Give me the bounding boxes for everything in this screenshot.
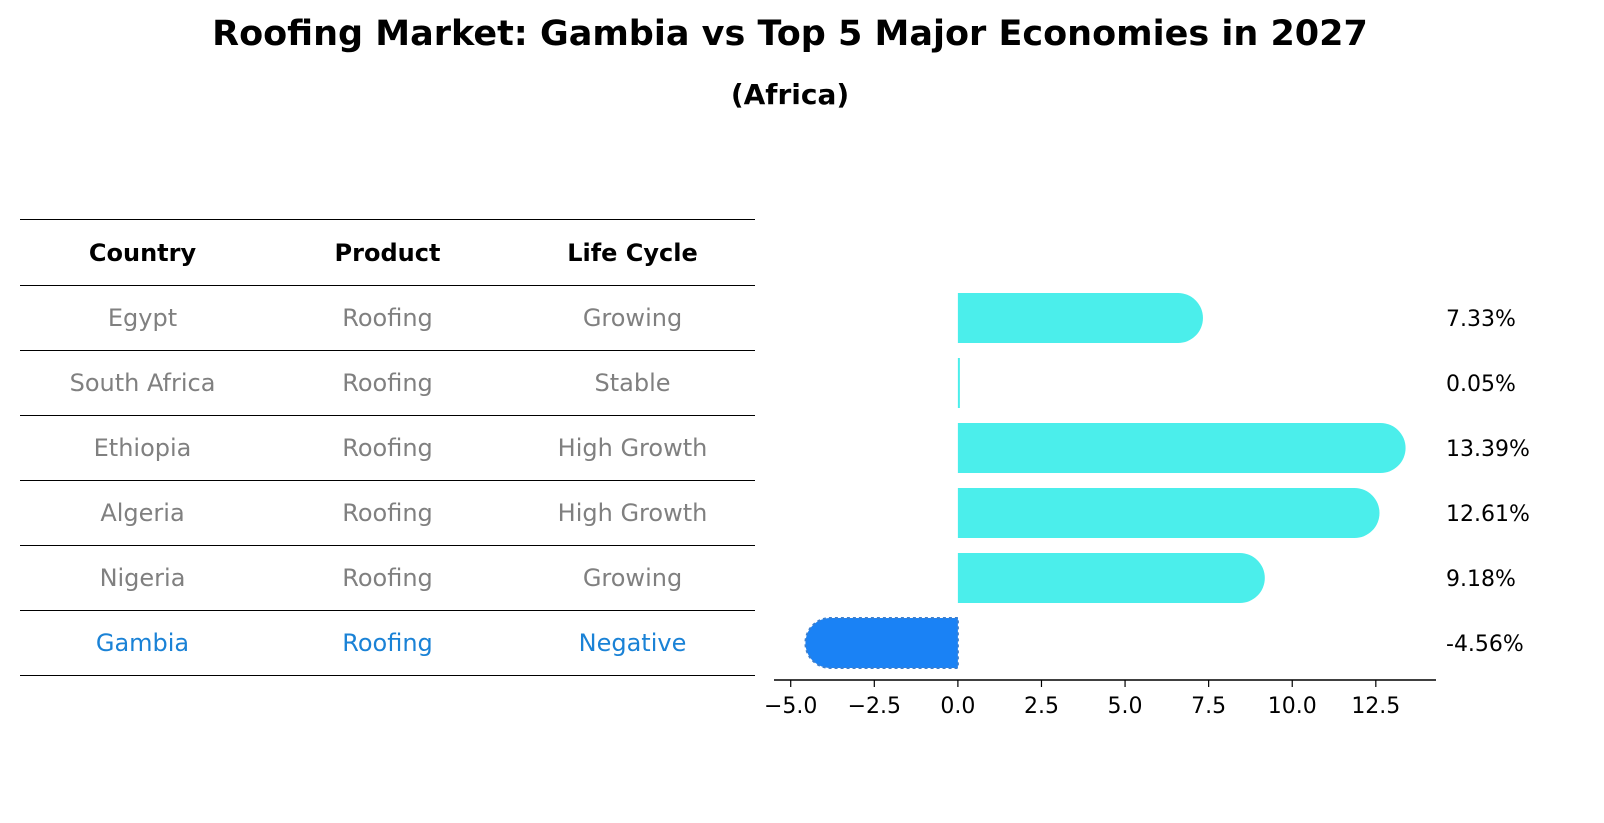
header-product: Product (334, 238, 441, 267)
table-row: Algeria Roofing High Growth (20, 481, 755, 546)
x-tick-label: 5.0 (1108, 694, 1143, 719)
country-cell: South Africa (69, 369, 216, 397)
x-tick-label: 7.5 (1191, 694, 1226, 719)
value-label: -4.56% (1446, 632, 1524, 657)
country-cell: Egypt (107, 304, 178, 332)
table-row: Egypt Roofing Growing (20, 286, 755, 351)
x-tick-label: 12.5 (1351, 694, 1400, 719)
chart-title: Roofing Market: Gambia vs Top 5 Major Ec… (212, 14, 1368, 54)
product-cell: Roofing (342, 499, 433, 527)
bar-ethiopia (957, 423, 1406, 473)
x-tick-label: 2.5 (1024, 694, 1059, 719)
x-tick-label: −5.0 (764, 694, 817, 719)
life-cycle-cell: Negative (578, 629, 687, 657)
country-cell: Gambia (95, 629, 190, 657)
bar-egypt (957, 293, 1203, 343)
chart-subtitle: (Africa) (730, 78, 850, 111)
life-cycle-cell: High Growth (557, 499, 708, 527)
life-cycle-cell: Growing (582, 564, 683, 592)
life-cycle-cell: Stable (594, 369, 671, 397)
header-life-cycle: Life Cycle (567, 238, 698, 267)
table-row: Ethiopia Roofing High Growth (20, 416, 755, 481)
life-cycle-cell: High Growth (557, 434, 708, 462)
value-label: 0.05% (1446, 372, 1516, 397)
x-tick-label: 10.0 (1268, 694, 1317, 719)
header-country: Country (88, 238, 197, 267)
value-label: 13.39% (1446, 437, 1530, 462)
product-cell: Roofing (342, 629, 433, 657)
table-row: Nigeria Roofing Growing (20, 546, 755, 611)
value-label: 12.61% (1446, 502, 1530, 527)
bar-nigeria (957, 553, 1265, 603)
product-cell: Roofing (342, 564, 433, 592)
x-tick-label: −2.5 (848, 694, 901, 719)
country-cell: Algeria (100, 499, 185, 527)
value-label: 7.33% (1446, 307, 1516, 332)
product-cell: Roofing (342, 369, 433, 397)
bar-gambia (804, 617, 959, 669)
country-cell: Nigeria (99, 564, 186, 592)
table-row: South Africa Roofing Stable (20, 351, 755, 416)
bar-algeria (957, 488, 1380, 538)
product-cell: Roofing (342, 304, 433, 332)
value-label: 9.18% (1446, 567, 1516, 592)
life-cycle-cell: Growing (582, 304, 683, 332)
table-header-row: Country Product Life Cycle (20, 219, 755, 286)
table-row-highlight: Gambia Roofing Negative (20, 611, 755, 676)
x-tick-label: 0.0 (940, 694, 975, 719)
growth-bar-chart: 7.33% 0.05% 13.39% 12.61% 9.18% -4.56% −5.0 −2.… (764, 293, 1530, 719)
market-table: Country Product Life Cycle Egypt Roofing… (20, 219, 755, 676)
bar-south-africa (957, 358, 960, 408)
country-cell: Ethiopia (93, 434, 192, 462)
product-cell: Roofing (342, 434, 433, 462)
